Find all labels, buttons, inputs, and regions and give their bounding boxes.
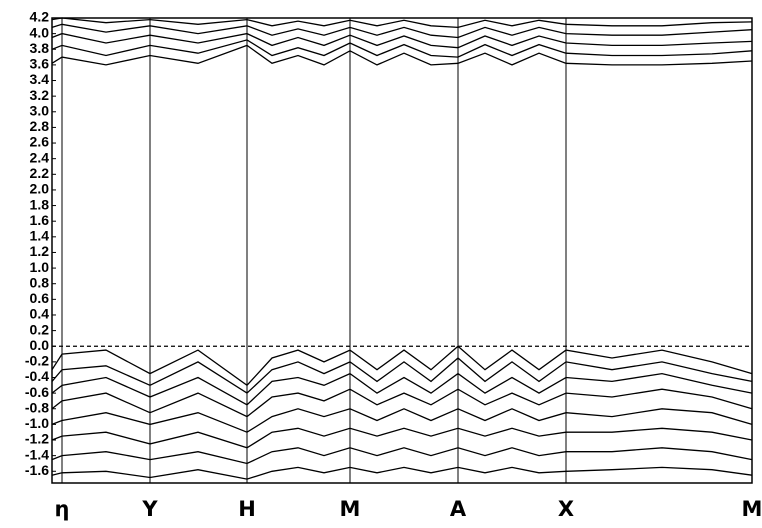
y-tick-label: 0.2	[30, 321, 50, 337]
y-tick-label: -0.2	[25, 353, 49, 369]
y-tick-label: 2.6	[30, 134, 50, 150]
y-tick-label: 4.2	[30, 9, 50, 25]
y-tick-label: 3.8	[30, 40, 50, 56]
y-tick-label: 0.6	[30, 290, 50, 306]
y-tick-label: 4.0	[30, 24, 50, 40]
y-tick-label: 1.4	[30, 228, 50, 244]
band	[51, 17, 753, 29]
plot-frame	[51, 17, 753, 484]
y-tick-label: 1.6	[30, 212, 50, 228]
y-tick-label: 2.0	[30, 181, 50, 197]
y-tick-label: 2.8	[30, 118, 50, 134]
y-tick-label: 1.8	[30, 196, 50, 212]
y-tick-label: -1.4	[25, 446, 49, 462]
y-tick-label: -1.0	[25, 415, 49, 431]
x-tick-label: A	[450, 497, 467, 521]
band	[51, 372, 753, 406]
y-tick-label: 2.2	[30, 165, 50, 181]
band	[51, 466, 753, 480]
y-tick-label: -0.6	[25, 384, 49, 400]
y-tick-label: 3.6	[30, 56, 50, 72]
y-tick-label: 3.4	[30, 71, 50, 87]
y-tick-label: -0.4	[25, 368, 49, 384]
y-tick-label: -1.6	[25, 462, 49, 478]
y-tick-label: 0.8	[30, 274, 50, 290]
band	[51, 39, 753, 58]
y-tick-label: 0.4	[30, 306, 50, 322]
band	[51, 427, 753, 449]
y-tick-label: 3.2	[30, 87, 50, 103]
x-tick-label: H	[238, 497, 256, 521]
band	[51, 388, 753, 418]
x-tick-label: M	[340, 497, 361, 521]
y-tick-label: -1.2	[25, 431, 49, 447]
x-tick-label: X	[558, 497, 574, 521]
y-tick-label: 1.0	[30, 259, 50, 275]
y-tick-label: 2.4	[30, 149, 50, 165]
x-tick-label: η	[55, 497, 70, 521]
y-tick-label: 1.2	[30, 243, 50, 259]
band	[51, 23, 753, 39]
y-tick-label: -0.8	[25, 399, 49, 415]
band	[51, 447, 753, 465]
y-tick-label: 3.0	[30, 102, 50, 118]
band	[51, 408, 753, 433]
x-tick-label: M	[742, 497, 762, 521]
band	[51, 32, 753, 49]
band	[51, 345, 753, 387]
band	[51, 357, 753, 394]
x-tick-label: Y	[141, 497, 158, 521]
y-tick-label: 0.0	[30, 337, 50, 353]
band	[51, 44, 753, 66]
